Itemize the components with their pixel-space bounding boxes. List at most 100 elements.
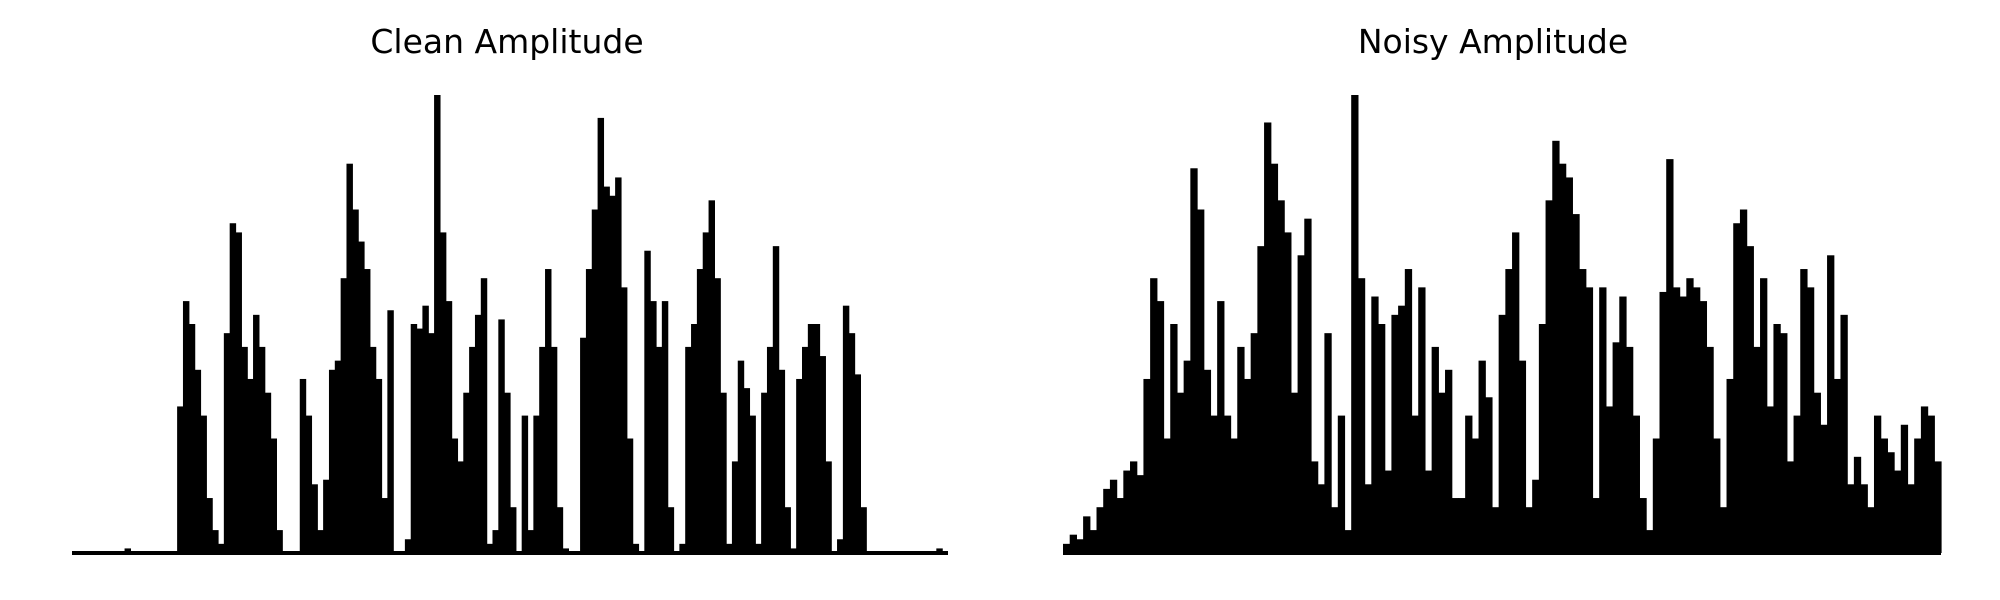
amplitude-bar (702, 232, 710, 553)
amplitude-bar (1760, 278, 1768, 553)
amplitude-bar (1867, 507, 1875, 553)
amplitude-bar (1069, 534, 1077, 553)
amplitude-bar (311, 484, 318, 553)
amplitude-bar (1109, 479, 1118, 553)
amplitude-bar (837, 539, 844, 553)
amplitude-bar (1357, 278, 1366, 553)
amplitude-bar (1364, 484, 1372, 553)
amplitude-bar (1726, 378, 1734, 553)
amplitude-bar (1176, 392, 1185, 553)
amplitude-bar (1384, 470, 1393, 553)
amplitude-bar (696, 269, 704, 553)
amplitude-bar (1136, 475, 1145, 553)
amplitude-bar (539, 346, 546, 553)
amplitude-bar (1143, 378, 1151, 553)
amplitude-bar (381, 498, 388, 553)
amplitude-bar (755, 543, 762, 553)
amplitude-bar (1820, 424, 1828, 553)
amplitude-bar (585, 269, 593, 553)
amplitude-bar (323, 479, 330, 553)
amplitude-bar (317, 530, 324, 553)
amplitude-bar (1217, 301, 1225, 553)
amplitude-bar (656, 346, 663, 553)
amplitude-bar (498, 319, 505, 553)
amplitude-bar (1317, 484, 1325, 553)
amplitude-bar (212, 530, 219, 553)
amplitude-bar (218, 543, 225, 553)
amplitude-bar (661, 301, 669, 553)
amplitude-bar (1518, 360, 1527, 553)
amplitude-bar (1873, 415, 1882, 553)
amplitude-bar (480, 278, 488, 553)
amplitude-bar (597, 117, 605, 554)
amplitude-bar (1398, 305, 1406, 553)
amplitude-bar (276, 530, 283, 553)
amplitude-bar (340, 278, 348, 553)
amplitude-bar (1786, 461, 1795, 553)
amplitude-bar (620, 287, 628, 553)
amplitude-bar (469, 346, 476, 553)
amplitude-bar (1914, 438, 1922, 553)
amplitude-bar (766, 346, 774, 553)
amplitude-bar (1297, 255, 1305, 554)
amplitude-bar (247, 378, 254, 553)
amplitude-bar (1686, 278, 1694, 553)
amplitude-bar (1927, 415, 1935, 553)
amplitude-bar (1612, 342, 1620, 553)
amplitude-bar (364, 269, 371, 553)
amplitude-bar (1458, 498, 1466, 553)
amplitude-bar (404, 539, 412, 553)
amplitude-bar (1625, 346, 1634, 553)
amplitude-bar (1438, 392, 1446, 553)
amplitude-bar (854, 374, 861, 553)
amplitude-bar (685, 346, 692, 553)
amplitude-bar (428, 333, 435, 553)
amplitude-bar (1371, 296, 1379, 553)
amplitude-bar (223, 333, 231, 553)
amplitude-bar (1934, 461, 1942, 553)
amplitude-bar (1197, 209, 1205, 553)
amplitude-bar (1847, 484, 1855, 553)
amplitude-bar (1900, 424, 1909, 553)
amplitude-bar (504, 392, 511, 553)
amplitude-bar (1304, 218, 1312, 553)
amplitude-bar (474, 314, 482, 553)
amplitude-bar (445, 301, 453, 553)
amplitude-bar (270, 438, 277, 553)
amplitude-bar (1853, 456, 1862, 553)
amplitude-bar (422, 305, 429, 553)
amplitude-bar (580, 337, 587, 553)
amplitude-bar (1532, 479, 1540, 553)
amplitude-bar (749, 415, 756, 553)
noisy-amplitude-plot (1063, 95, 1942, 555)
amplitude-bar (632, 543, 640, 553)
amplitude-bar (1378, 324, 1386, 553)
chart-title-noisy: Noisy Amplitude (1357, 22, 1629, 61)
amplitude-bar (358, 241, 365, 553)
amplitude-bar (124, 548, 131, 553)
amplitude-bar (1538, 324, 1547, 553)
amplitude-bar (416, 328, 423, 553)
amplitude-bar (305, 415, 313, 553)
amplitude-bar (1679, 296, 1687, 553)
amplitude-bar (200, 415, 207, 553)
amplitude-bar (1572, 214, 1580, 553)
amplitude-bar (790, 548, 797, 553)
amplitude-bar (1491, 507, 1500, 553)
amplitude-bar (486, 543, 494, 553)
amplitude-bar (346, 163, 353, 553)
amplitude-bar (825, 461, 832, 553)
amplitude-bar (521, 415, 529, 553)
amplitude-bar (1344, 530, 1352, 553)
amplitude-bar (1310, 461, 1319, 553)
amplitude-bar (1431, 346, 1439, 553)
amplitude-bar (737, 360, 745, 553)
amplitude-bar (819, 356, 826, 553)
amplitude-bar (784, 507, 791, 553)
amplitude-bar (761, 392, 768, 553)
amplitude-bar (1780, 333, 1788, 553)
amplitude-bar (1605, 406, 1614, 553)
clean-amplitude-plot (72, 95, 948, 555)
amplitude-bar (1337, 415, 1346, 553)
amplitude-bar (1264, 122, 1272, 553)
